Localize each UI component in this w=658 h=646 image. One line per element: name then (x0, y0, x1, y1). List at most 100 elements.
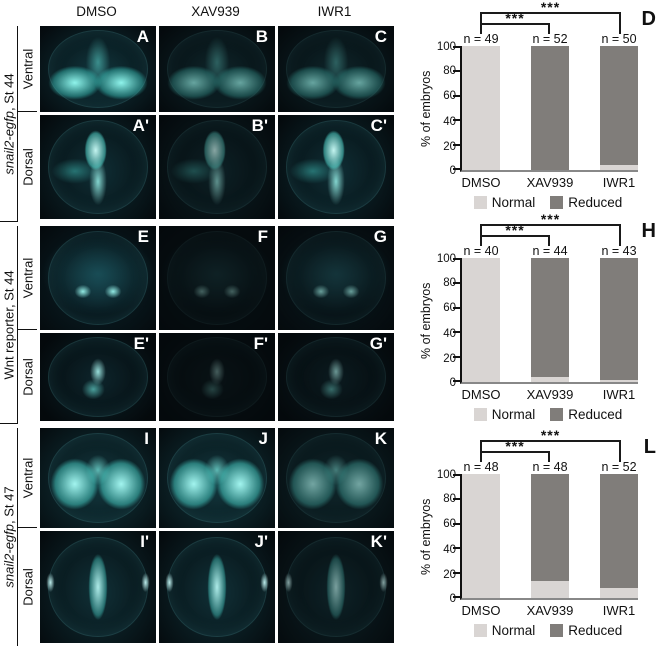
x-label: IWR1 (602, 174, 636, 190)
bar-segment-reduced (600, 258, 638, 380)
micro-panel-E-prime: E' (40, 333, 156, 421)
x-label: XAV939 (526, 386, 574, 402)
micro-panel-I: I (40, 428, 156, 528)
x-axis-labels: DMSO XAV939 IWR1 (462, 384, 638, 404)
bar-segment-normal (600, 165, 638, 170)
y-tick: 60 (443, 518, 456, 531)
group-label-rest: , St 44 (1, 72, 16, 111)
legend: Normal Reduced (448, 620, 648, 640)
embryo-image (159, 333, 275, 421)
embryo-image (40, 115, 156, 219)
plot-area (453, 258, 638, 384)
group-label-italic: snail2-egfp (1, 110, 16, 175)
x-axis-labels: DMSO XAV939 IWR1 (462, 172, 638, 192)
embryo-image (278, 226, 394, 330)
n-label: n = 44 (532, 244, 568, 258)
row-ventral: Ventral E F G (18, 226, 394, 330)
panel-letter: B (255, 27, 268, 46)
bar-xav939 (531, 474, 569, 598)
micro-panel-A: A (40, 26, 156, 112)
significance-stars: *** (540, 0, 561, 15)
bracket-dmso-xav939: *** (480, 10, 550, 34)
n-label: n = 49 (463, 32, 499, 46)
n-labels: n = 49 n = 52 n = 50 (462, 32, 638, 46)
row-ventral: Ventral I J K (18, 428, 394, 528)
column-headers: DMSO XAV939 IWR1 (0, 4, 394, 26)
micro-panel-I-prime: I' (40, 531, 156, 643)
y-axis-label: % of embryos (419, 498, 433, 576)
n-label: n = 48 (532, 460, 568, 474)
embryo-image (278, 333, 394, 421)
bar-segment-reduced (531, 474, 569, 581)
significance-stars: *** (505, 10, 525, 26)
embryo-image (278, 115, 394, 219)
embryo-image (159, 26, 275, 112)
panel-letter: F (257, 227, 268, 246)
chart-panel-L: L *** *** n = 48 n = 48 n = 52 % of embr… (418, 427, 658, 646)
view-label: Dorsal (20, 358, 35, 396)
group-label: snail2-egfp, St 47 (0, 428, 18, 646)
y-tick: 0 (449, 377, 456, 389)
panel-letter: C (374, 27, 387, 46)
micro-panel-B-prime: B' (159, 115, 275, 219)
bar-dmso (462, 258, 500, 382)
panel-letter: E' (133, 334, 149, 353)
view-label: Ventral (18, 226, 37, 330)
row-dorsal: Dorsal I' J' K' (18, 531, 394, 643)
bar-iwr1 (600, 474, 638, 598)
y-tick: 20 (443, 140, 456, 153)
group-snail2-st44: snail2-egfp, St 44 Ventral A B C Dorsal … (0, 26, 394, 222)
legend-label-reduced: Reduced (568, 194, 623, 210)
y-tick: 0 (449, 593, 456, 605)
legend-label-reduced: Reduced (568, 406, 623, 422)
y-tick: 100 (436, 253, 456, 265)
y-axis-ticks: 100 80 60 40 20 0 (434, 41, 460, 177)
y-tick: 80 (443, 65, 456, 78)
bar-segment-reduced (531, 258, 569, 378)
row-dorsal: Dorsal A' B' C' (18, 115, 394, 219)
micro-panel-J: J (159, 428, 275, 528)
x-axis-labels: DMSO XAV939 IWR1 (462, 600, 638, 620)
embryo-image (159, 115, 275, 219)
bar-xav939 (531, 46, 569, 170)
micro-panel-F: F (159, 226, 275, 330)
column-header-iwr1: IWR1 (317, 4, 352, 19)
x-label: XAV939 (526, 602, 574, 618)
bar-segment-reduced (600, 46, 638, 166)
embryo-image (278, 531, 394, 643)
panel-letter: E (137, 227, 149, 246)
panel-letter: I' (140, 532, 149, 551)
x-label: DMSO (461, 174, 501, 190)
x-label: IWR1 (602, 602, 636, 618)
significance-stars: *** (505, 222, 525, 238)
column-header-xav939: XAV939 (191, 4, 240, 19)
n-labels: n = 40 n = 44 n = 43 (462, 244, 638, 258)
significance-stars: *** (540, 211, 561, 227)
group-label-rest: Wnt reporter, St 44 (1, 269, 16, 380)
panel-letter: G (373, 227, 387, 246)
bar-dmso (462, 46, 500, 170)
plot-area (453, 46, 638, 172)
microscopy-grid: DMSO XAV939 IWR1 snail2-egfp, St 44 Vent… (0, 4, 394, 646)
n-label: n = 52 (532, 32, 568, 46)
panel-letter: B' (251, 116, 268, 135)
y-tick: 40 (443, 115, 456, 128)
y-axis-ticks: 100 80 60 40 20 0 (434, 253, 460, 389)
view-label: Ventral (18, 26, 37, 112)
y-tick: 80 (443, 277, 456, 290)
legend: Normal Reduced (448, 404, 648, 424)
x-label: XAV939 (526, 174, 574, 190)
chart-panel-D: D *** *** n = 49 n = 52 n = 50 % of embr… (418, 0, 658, 212)
group-snail2-st47: snail2-egfp, St 47 Ventral I J K Dorsal … (0, 428, 394, 646)
bar-segment-reduced (600, 474, 638, 589)
y-tick: 100 (436, 469, 456, 481)
y-tick: 20 (443, 568, 456, 581)
significance-stars: *** (505, 438, 525, 454)
embryo-image (40, 26, 156, 112)
y-axis-ticks: 100 80 60 40 20 0 (434, 469, 460, 605)
chart-letter-D: D (641, 8, 656, 30)
bar-segment-normal (462, 46, 500, 170)
n-label: n = 52 (601, 460, 637, 474)
n-label: n = 48 (463, 460, 499, 474)
